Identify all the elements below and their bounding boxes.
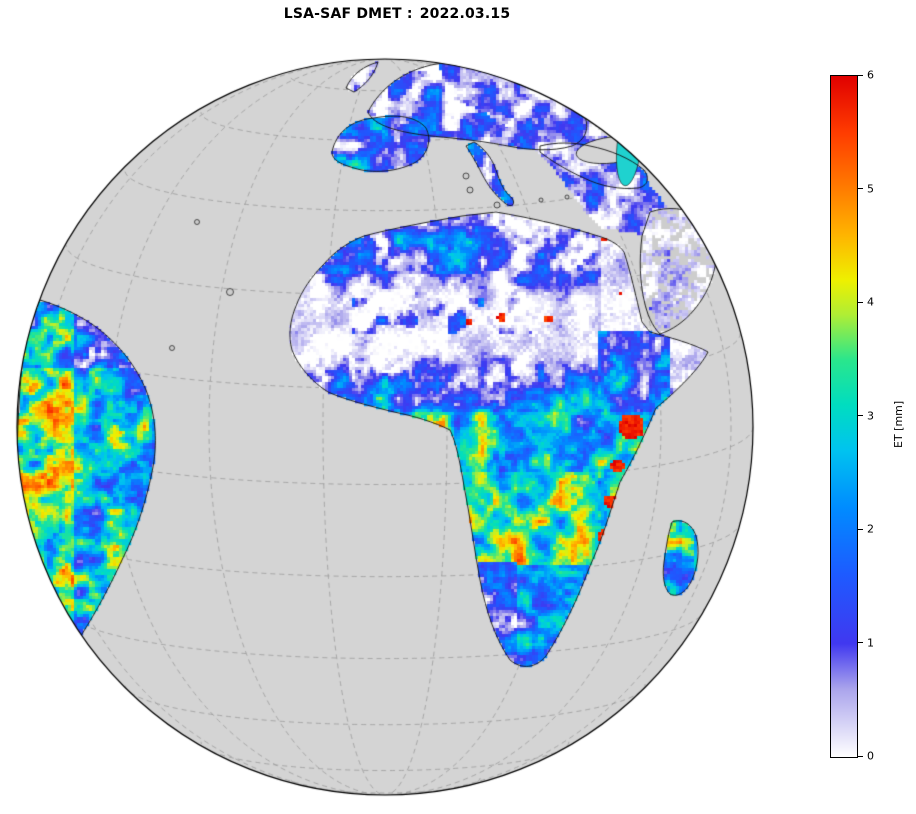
colorbar-axis-label: ET [mm] [892, 400, 905, 448]
colorbar-gradient [830, 75, 858, 758]
plot-title-main: LSA-SAF DMET : [283, 6, 413, 22]
plot-title-date: 2022.03.15 [419, 6, 511, 22]
plot-title: LSA-SAF DMET : 2022.03.15 [0, 6, 794, 22]
